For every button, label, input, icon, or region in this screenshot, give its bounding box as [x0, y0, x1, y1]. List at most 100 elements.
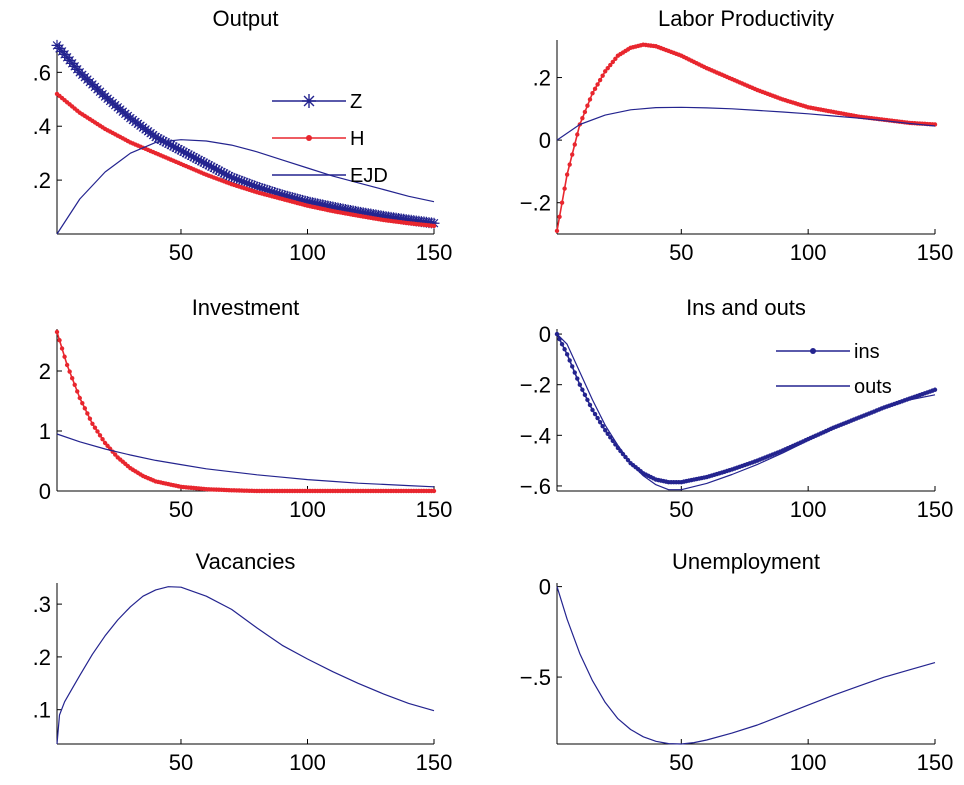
data-point: [172, 143, 184, 155]
subplot-title: Output: [212, 6, 278, 31]
data-point: [175, 144, 187, 156]
legend-marker: [302, 94, 316, 108]
x-tick-label: 50: [169, 750, 193, 775]
x-tick-label: 150: [416, 240, 453, 265]
data-point: [228, 172, 240, 184]
subplot-3: Investment 50 100 150 0 1 2: [39, 295, 453, 522]
subplot-6: Unemployment 50 100 150 −.5 0: [520, 549, 954, 775]
data-point: [150, 131, 162, 143]
data-point: [215, 166, 227, 178]
y-tick-label: 0: [539, 322, 551, 347]
data-point: [258, 183, 270, 195]
data-point: [193, 154, 205, 166]
data-point: [218, 167, 230, 179]
plot-area: [554, 331, 938, 491]
data-point: [291, 193, 303, 205]
data-point: [162, 138, 174, 150]
series-line-h: [56, 93, 435, 227]
x-tick-label: 150: [917, 240, 954, 265]
y-tick-label: .4: [33, 114, 51, 139]
data-point: [271, 187, 283, 199]
data-point: [590, 407, 595, 413]
data-point: [587, 97, 593, 102]
series-line-1: [56, 331, 434, 492]
data-point: [296, 194, 308, 206]
data-point: [286, 192, 298, 204]
series-markers-1: [54, 329, 437, 494]
series-line-2: [556, 106, 936, 141]
data-point: [261, 184, 273, 196]
data-point: [559, 341, 565, 347]
data-point: [100, 436, 105, 442]
data-point: [198, 157, 210, 169]
data-point: [200, 158, 212, 170]
data-point: [256, 182, 268, 194]
x-tick-label: 150: [416, 497, 453, 522]
data-point: [95, 429, 100, 434]
data-point: [231, 173, 243, 185]
data-point: [97, 433, 103, 438]
data-point: [205, 161, 217, 173]
x-tick-label: 150: [416, 750, 453, 775]
y-tick-label: −.4: [520, 423, 551, 448]
data-point: [567, 162, 572, 167]
subplot-2: Labor Productivity 50 100 150 −.2 0 .2: [520, 6, 954, 265]
data-point: [82, 406, 88, 411]
x-tick-label: 150: [917, 497, 954, 522]
data-point: [72, 382, 77, 387]
data-point: [210, 163, 222, 175]
y-tick-label: .2: [533, 66, 551, 91]
y-tick-label: .2: [33, 168, 51, 193]
legend: ins outs: [776, 341, 892, 398]
data-point: [274, 188, 286, 200]
legend-label: Z: [350, 91, 362, 113]
y-tick-label: .2: [33, 645, 51, 670]
data-point: [564, 352, 570, 357]
data-point: [54, 329, 60, 335]
data-point: [223, 170, 235, 182]
data-point: [69, 376, 75, 381]
data-point: [592, 411, 598, 417]
data-point: [248, 180, 260, 192]
data-point: [570, 152, 575, 157]
data-point: [112, 452, 118, 457]
data-point: [294, 194, 306, 206]
y-tick-label: −.2: [520, 191, 551, 216]
data-point: [246, 179, 258, 191]
subplot-title: Vacancies: [196, 549, 296, 574]
data-point: [269, 187, 281, 199]
series-markers-z: [51, 39, 440, 229]
data-point: [276, 189, 288, 201]
data-point: [603, 69, 608, 74]
data-point: [299, 195, 311, 207]
data-point: [80, 400, 85, 406]
data-point: [85, 411, 90, 416]
data-point: [610, 59, 616, 65]
legend: ZH EJD: [272, 91, 388, 187]
data-point: [582, 392, 588, 398]
subplot-4: Ins and outs 50 100 150 −.6 −.4 −.2 0 ins outs: [520, 295, 954, 522]
data-point: [170, 142, 182, 154]
data-point: [105, 443, 110, 449]
y-tick-label: −.5: [520, 665, 551, 690]
data-point: [87, 416, 93, 421]
series-line-ejd: [56, 139, 435, 235]
x-tick-label: 100: [289, 750, 326, 775]
subplot-title: Labor Productivity: [658, 6, 834, 31]
x-tick-label: 50: [169, 497, 193, 522]
x-tick-label: 150: [917, 750, 954, 775]
x-tick-label: 50: [669, 750, 693, 775]
data-point: [208, 162, 220, 174]
series-line-2: [56, 433, 435, 488]
data-point: [251, 181, 263, 193]
legend-label: ins: [854, 341, 880, 363]
x-tick-label: 100: [790, 497, 827, 522]
data-point: [567, 358, 572, 363]
series-line-outs: [556, 333, 936, 491]
y-tick-label: −.2: [520, 373, 551, 398]
data-point: [597, 77, 603, 83]
series-markers-ins: [554, 331, 938, 485]
legend-label: H: [350, 128, 364, 150]
data-point: [605, 65, 610, 71]
data-point: [226, 171, 238, 183]
